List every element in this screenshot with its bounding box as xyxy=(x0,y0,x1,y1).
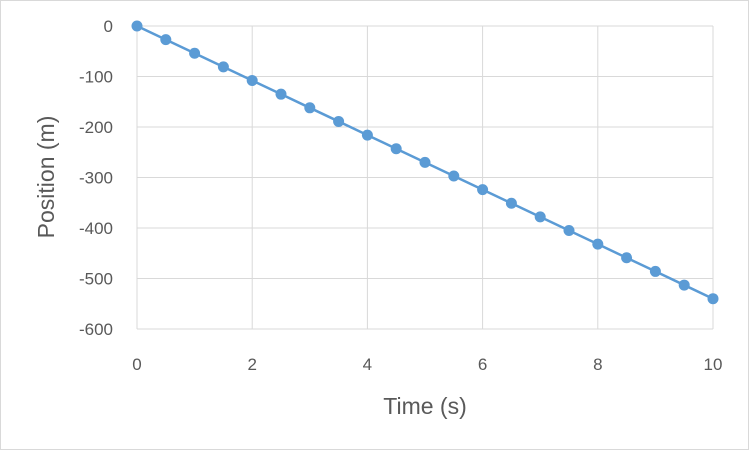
data-point xyxy=(563,225,575,237)
x-tick-label: 0 xyxy=(132,355,141,374)
data-point xyxy=(419,156,431,168)
y-tick-label: 0 xyxy=(104,17,113,36)
data-point xyxy=(246,75,258,87)
y-axis-title: Position (m) xyxy=(33,116,59,239)
x-tick-label: 6 xyxy=(478,355,487,374)
x-tick-labels: 0 2 4 6 8 10 xyxy=(132,355,722,374)
x-axis-title: Time (s) xyxy=(383,393,466,419)
data-point xyxy=(649,265,661,277)
y-tick-label: -100 xyxy=(79,68,113,87)
x-tick-label: 4 xyxy=(363,355,372,374)
data-point xyxy=(189,47,201,59)
x-tick-label: 2 xyxy=(247,355,256,374)
y-tick-labels: 0 -100 -200 -300 -400 -500 -600 xyxy=(79,17,113,339)
data-point xyxy=(534,211,546,223)
data-point xyxy=(505,197,517,209)
data-point xyxy=(592,238,604,250)
data-point xyxy=(131,20,143,32)
data-point xyxy=(304,102,316,114)
data-point xyxy=(390,143,402,155)
y-tick-label: -600 xyxy=(79,320,113,339)
x-tick-label: 10 xyxy=(704,355,723,374)
data-point xyxy=(160,34,172,46)
data-point xyxy=(477,184,489,196)
y-tick-label: -500 xyxy=(79,270,113,289)
data-point xyxy=(217,61,229,73)
data-point xyxy=(275,88,287,100)
data-points xyxy=(131,20,719,305)
y-tick-label: -400 xyxy=(79,219,113,238)
data-point xyxy=(621,252,633,264)
data-point xyxy=(678,279,690,291)
data-point xyxy=(333,115,345,127)
y-tick-label: -300 xyxy=(79,169,113,188)
data-point xyxy=(448,170,460,182)
data-point xyxy=(361,129,373,141)
y-tick-label: -200 xyxy=(79,118,113,137)
x-tick-label: 8 xyxy=(593,355,602,374)
data-point xyxy=(707,293,719,305)
